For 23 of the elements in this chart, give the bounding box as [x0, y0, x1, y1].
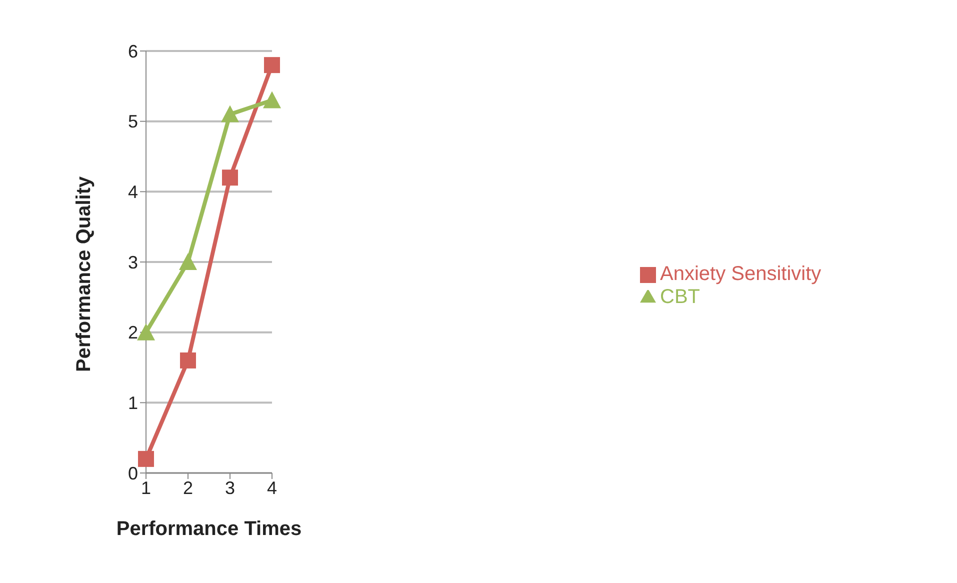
point — [180, 352, 196, 368]
x-tick-label: 4 — [266, 478, 278, 498]
y-tick-label: 3 — [128, 252, 138, 272]
y-tick-label: 1 — [128, 393, 138, 414]
point — [137, 323, 155, 340]
y-tick-label: 0 — [128, 463, 138, 484]
x-axis-title: Performance Times — [116, 518, 302, 540]
y-tick-label: 4 — [128, 182, 138, 202]
y-axis-title: Performance Quality — [73, 176, 96, 372]
y-tick-label: 5 — [128, 112, 138, 132]
point — [221, 105, 239, 122]
y-tick-label: 6 — [128, 41, 138, 62]
y-tick-label: 2 — [128, 322, 138, 343]
legend-label: CBT — [660, 286, 700, 308]
legend-label: Anxiety Sensitivity — [660, 263, 822, 285]
x-tick-label: 3 — [224, 478, 236, 498]
point — [264, 57, 280, 74]
x-tick-label: 1 — [140, 478, 152, 498]
point — [222, 170, 238, 186]
point — [179, 253, 197, 270]
point — [263, 91, 281, 108]
point — [138, 450, 154, 467]
x-tick-label: 2 — [182, 478, 194, 498]
